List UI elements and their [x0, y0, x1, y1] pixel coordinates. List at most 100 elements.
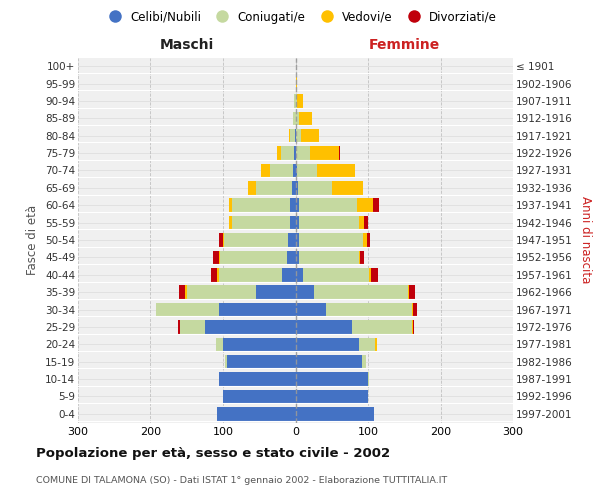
Bar — [296, 164, 297, 177]
Bar — [179, 286, 185, 299]
Bar — [339, 146, 340, 160]
Bar — [232, 216, 290, 230]
Bar — [296, 268, 303, 281]
Bar — [185, 286, 187, 299]
Text: COMUNE DI TALAMONA (SO) - Dati ISTAT 1° gennaio 2002 - Elaborazione TUTTITALIA.I: COMUNE DI TALAMONA (SO) - Dati ISTAT 1° … — [36, 476, 447, 485]
Bar — [299, 198, 357, 212]
Bar — [178, 320, 179, 334]
Bar — [367, 233, 370, 247]
Bar — [232, 198, 290, 212]
Bar — [326, 302, 412, 316]
Bar — [296, 286, 314, 299]
Bar — [303, 268, 370, 281]
Bar — [296, 338, 359, 351]
Bar — [299, 112, 312, 125]
Bar — [218, 233, 223, 247]
Bar — [295, 129, 296, 142]
Bar — [332, 181, 363, 194]
Bar — [277, 146, 281, 160]
Bar — [290, 216, 296, 230]
Bar — [248, 181, 256, 194]
Text: Femmine: Femmine — [368, 38, 440, 52]
Bar — [293, 112, 296, 125]
Bar — [217, 407, 296, 420]
Bar — [218, 268, 283, 281]
Bar — [375, 338, 377, 351]
Legend: Celibi/Nubili, Coniugati/e, Vedovi/e, Divorziati/e: Celibi/Nubili, Coniugati/e, Vedovi/e, Di… — [98, 6, 502, 28]
Bar — [363, 233, 367, 247]
Bar — [296, 77, 297, 90]
Bar — [296, 198, 299, 212]
Bar — [294, 146, 296, 160]
Bar — [296, 407, 374, 420]
Bar — [296, 302, 326, 316]
Bar — [298, 181, 332, 194]
Bar — [270, 164, 293, 177]
Bar — [290, 129, 295, 142]
Bar — [413, 302, 416, 316]
Bar — [223, 338, 296, 351]
Bar — [296, 390, 368, 403]
Bar — [301, 129, 319, 142]
Bar — [296, 146, 310, 160]
Bar — [299, 216, 359, 230]
Bar — [360, 250, 364, 264]
Bar — [220, 302, 296, 316]
Bar — [373, 198, 379, 212]
Bar — [299, 250, 359, 264]
Bar — [357, 198, 373, 212]
Bar — [352, 320, 412, 334]
Bar — [413, 320, 415, 334]
Bar — [412, 320, 413, 334]
Bar — [296, 129, 301, 142]
Bar — [314, 286, 408, 299]
Bar — [211, 268, 217, 281]
Bar — [371, 268, 378, 281]
Bar — [256, 286, 296, 299]
Bar — [281, 146, 294, 160]
Bar — [205, 320, 296, 334]
Bar — [287, 250, 296, 264]
Bar — [359, 338, 375, 351]
Bar — [292, 181, 296, 194]
Bar — [179, 320, 205, 334]
Bar — [229, 216, 232, 230]
Bar — [297, 94, 303, 108]
Bar — [359, 216, 364, 230]
Bar — [220, 250, 287, 264]
Bar — [409, 286, 415, 299]
Bar — [370, 268, 371, 281]
Bar — [296, 181, 298, 194]
Bar — [288, 233, 296, 247]
Bar — [290, 198, 296, 212]
Bar — [213, 250, 218, 264]
Bar — [299, 233, 363, 247]
Bar — [412, 302, 413, 316]
Text: Popolazione per età, sesso e stato civile - 2002: Popolazione per età, sesso e stato civil… — [36, 448, 390, 460]
Bar — [359, 250, 360, 264]
Bar — [224, 233, 288, 247]
Bar — [296, 320, 352, 334]
Bar — [296, 250, 299, 264]
Bar — [294, 94, 296, 108]
Bar — [296, 233, 299, 247]
Bar — [256, 181, 292, 194]
Bar — [297, 164, 317, 177]
Text: Maschi: Maschi — [160, 38, 214, 52]
Y-axis label: Fasce di età: Fasce di età — [26, 205, 40, 275]
Bar — [155, 302, 220, 316]
Bar — [293, 164, 296, 177]
Bar — [187, 286, 256, 299]
Bar — [296, 355, 362, 368]
Bar — [296, 112, 299, 125]
Y-axis label: Anni di nascita: Anni di nascita — [579, 196, 592, 284]
Bar — [296, 372, 368, 386]
Bar — [289, 129, 290, 142]
Bar — [218, 250, 220, 264]
Bar — [296, 216, 299, 230]
Bar — [229, 198, 232, 212]
Bar — [283, 268, 296, 281]
Bar — [262, 164, 270, 177]
Bar — [296, 94, 297, 108]
Bar — [220, 372, 296, 386]
